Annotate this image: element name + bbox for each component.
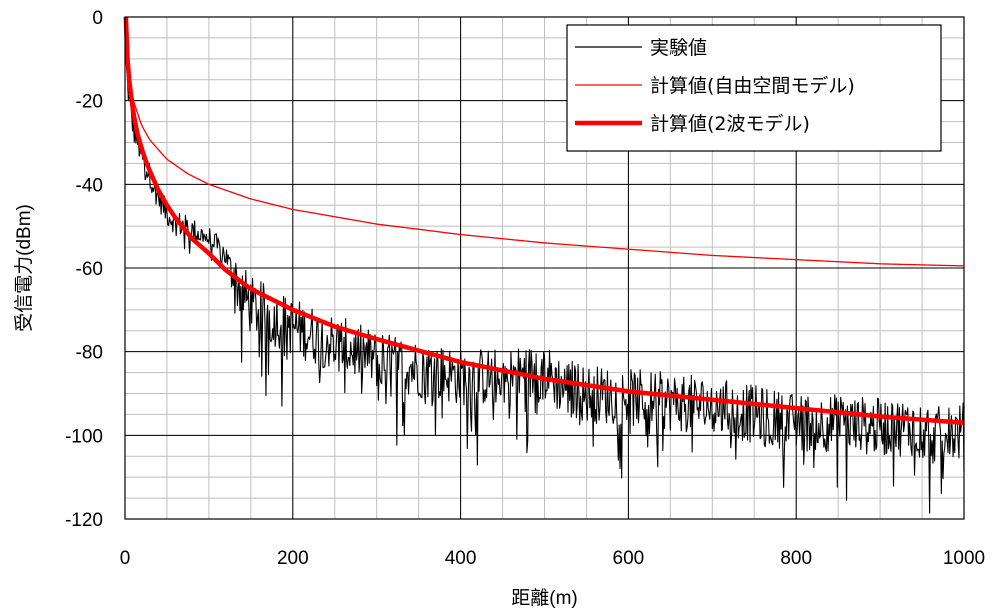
legend-label-two-ray-model: 計算値(2波モデル): [650, 113, 810, 135]
x-tick-label: 200: [277, 548, 309, 569]
y-axis-ticks: 0 -20 -40 -60 -80 -100 -120: [65, 8, 103, 531]
y-tick-label: -60: [76, 259, 103, 280]
y-tick-label: -40: [76, 175, 103, 196]
y-tick-label: 0: [92, 8, 103, 29]
series-line-free-space-model: [125, 16, 964, 267]
y-tick-label: -120: [65, 510, 103, 531]
legend-label-free-space-model: 計算値(自由空間モデル): [650, 75, 855, 97]
plot-area-frame: [124, 16, 965, 520]
y-tick-label: -20: [76, 92, 103, 113]
legend-label-experimental: 実験値: [650, 37, 707, 59]
legend-box: [566, 24, 942, 152]
major-grid: [125, 17, 964, 519]
y-tick-label: -80: [76, 343, 103, 364]
legend: 実験値 計算値(自由空間モデル) 計算値(2波モデル): [566, 24, 942, 152]
x-tick-label: 600: [613, 548, 645, 569]
series-layer: [123, 16, 965, 514]
x-tick-label: 1000: [943, 548, 985, 569]
x-axis-label: 距離(m): [511, 587, 577, 609]
x-axis-ticks: 0 200 400 600 800 1000: [120, 548, 985, 569]
x-tick-label: 400: [445, 548, 477, 569]
series-line-two-ray-model: [123, 16, 964, 425]
y-tick-label: -100: [65, 426, 103, 447]
y-axis-label: 受信電力(dBm): [13, 204, 35, 332]
x-tick-label: 0: [120, 548, 131, 569]
x-tick-label: 800: [780, 548, 812, 569]
